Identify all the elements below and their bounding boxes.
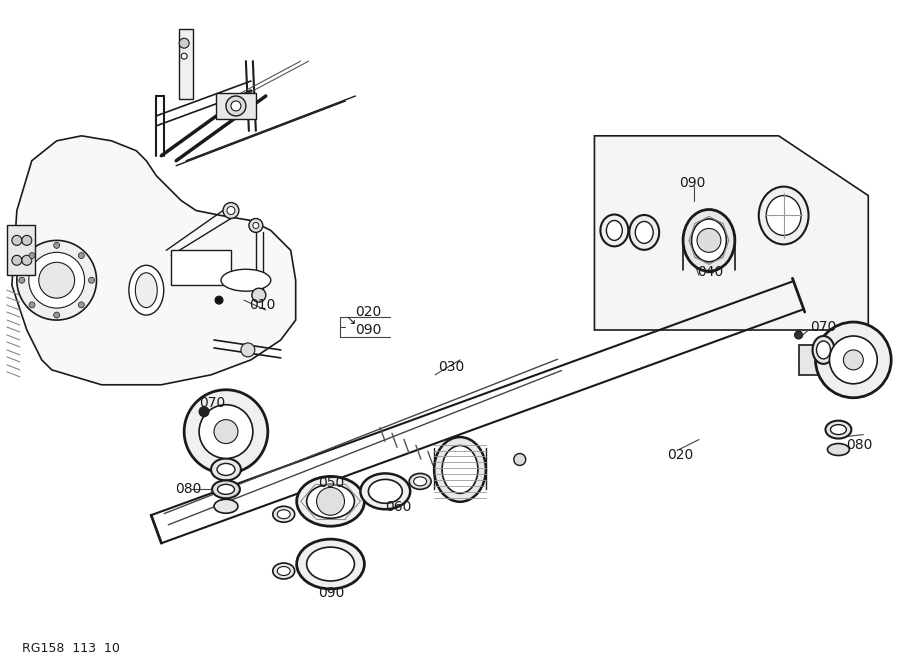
Ellipse shape xyxy=(635,221,653,243)
Ellipse shape xyxy=(135,273,157,307)
Circle shape xyxy=(22,255,32,265)
Text: 070: 070 xyxy=(811,320,837,334)
Ellipse shape xyxy=(414,477,426,486)
Circle shape xyxy=(227,207,235,215)
Ellipse shape xyxy=(307,547,355,581)
Ellipse shape xyxy=(217,464,235,476)
Circle shape xyxy=(231,101,241,111)
Bar xyxy=(216,93,255,119)
Ellipse shape xyxy=(812,336,834,364)
Ellipse shape xyxy=(827,444,849,456)
Circle shape xyxy=(253,223,259,228)
Bar xyxy=(799,345,819,375)
Circle shape xyxy=(815,322,891,398)
Circle shape xyxy=(17,240,96,320)
Circle shape xyxy=(53,312,60,318)
Circle shape xyxy=(514,454,526,466)
Bar xyxy=(7,225,35,275)
Circle shape xyxy=(830,336,878,384)
Circle shape xyxy=(214,420,238,444)
Circle shape xyxy=(223,203,239,219)
Circle shape xyxy=(795,331,802,339)
Circle shape xyxy=(844,350,863,370)
Ellipse shape xyxy=(278,510,290,519)
Ellipse shape xyxy=(607,221,622,240)
Ellipse shape xyxy=(214,500,238,513)
Text: RG158  113  10: RG158 113 10 xyxy=(22,642,119,655)
Text: 050: 050 xyxy=(319,476,345,490)
Circle shape xyxy=(39,262,74,298)
Circle shape xyxy=(78,302,85,308)
Circle shape xyxy=(29,302,35,308)
Text: 070: 070 xyxy=(199,396,225,410)
Ellipse shape xyxy=(297,476,365,526)
Circle shape xyxy=(184,390,267,474)
Ellipse shape xyxy=(816,341,831,359)
Circle shape xyxy=(53,242,60,248)
Ellipse shape xyxy=(211,458,241,480)
Circle shape xyxy=(19,277,25,283)
Text: 080: 080 xyxy=(846,438,873,452)
Text: 020: 020 xyxy=(356,305,381,319)
Circle shape xyxy=(249,219,263,232)
Text: 090: 090 xyxy=(356,323,381,337)
Ellipse shape xyxy=(273,506,295,522)
Circle shape xyxy=(22,235,32,245)
Polygon shape xyxy=(12,136,296,385)
Circle shape xyxy=(88,277,95,283)
Ellipse shape xyxy=(212,480,240,498)
Circle shape xyxy=(697,228,720,252)
Circle shape xyxy=(241,343,255,357)
Circle shape xyxy=(199,405,253,458)
Ellipse shape xyxy=(369,480,403,504)
Circle shape xyxy=(12,235,22,245)
Ellipse shape xyxy=(221,269,271,291)
Circle shape xyxy=(179,38,189,48)
Ellipse shape xyxy=(630,215,659,250)
Ellipse shape xyxy=(129,265,164,315)
Circle shape xyxy=(29,253,35,259)
Ellipse shape xyxy=(307,484,355,518)
Ellipse shape xyxy=(273,563,295,579)
Circle shape xyxy=(28,252,85,308)
Ellipse shape xyxy=(683,209,735,271)
Ellipse shape xyxy=(297,539,365,589)
Circle shape xyxy=(252,288,266,302)
Circle shape xyxy=(78,253,85,259)
Ellipse shape xyxy=(831,425,846,435)
Text: 090: 090 xyxy=(319,586,345,600)
Ellipse shape xyxy=(442,446,478,494)
Bar xyxy=(171,250,231,285)
Text: 020: 020 xyxy=(667,448,693,462)
Text: 010: 010 xyxy=(249,298,276,312)
Text: 030: 030 xyxy=(438,360,464,374)
Ellipse shape xyxy=(766,195,801,235)
Ellipse shape xyxy=(825,421,851,439)
Ellipse shape xyxy=(278,566,290,576)
Text: 090: 090 xyxy=(679,175,706,189)
Circle shape xyxy=(181,53,187,59)
Circle shape xyxy=(12,255,22,265)
Bar xyxy=(179,29,193,99)
Ellipse shape xyxy=(218,484,234,494)
Ellipse shape xyxy=(759,187,809,244)
Circle shape xyxy=(226,96,246,116)
Ellipse shape xyxy=(691,219,726,262)
Ellipse shape xyxy=(360,474,410,510)
Text: 060: 060 xyxy=(385,500,412,514)
Circle shape xyxy=(215,296,223,304)
Ellipse shape xyxy=(600,215,629,246)
Ellipse shape xyxy=(409,474,431,490)
Text: 080: 080 xyxy=(176,482,201,496)
Text: 040: 040 xyxy=(697,265,723,279)
Ellipse shape xyxy=(434,437,486,502)
Circle shape xyxy=(199,407,209,417)
Text: ↘: ↘ xyxy=(346,313,356,327)
Circle shape xyxy=(317,488,345,515)
Polygon shape xyxy=(595,136,868,330)
